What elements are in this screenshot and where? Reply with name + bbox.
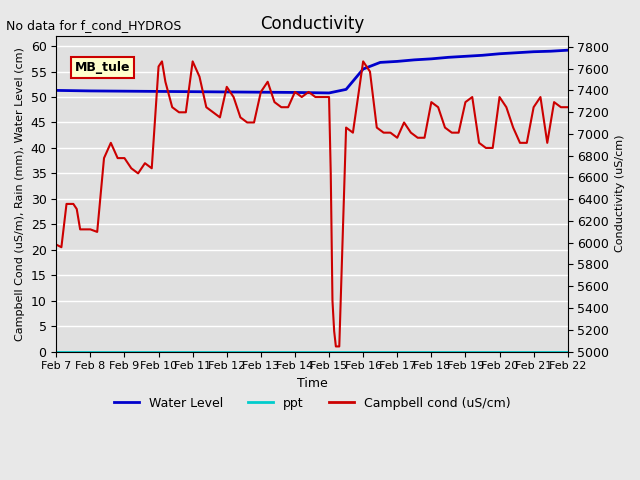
Water Level bbox=[496, 51, 504, 57]
Line: Water Level: Water Level bbox=[56, 50, 568, 93]
Campbell cond (uS/cm) bbox=[468, 94, 476, 100]
Water Level bbox=[461, 53, 469, 59]
Water Level bbox=[308, 90, 316, 96]
Campbell cond (uS/cm) bbox=[189, 59, 196, 64]
Water Level bbox=[564, 48, 572, 53]
Water Level bbox=[376, 60, 384, 65]
Water Level bbox=[223, 89, 230, 95]
Y-axis label: Conductivity (uS/cm): Conductivity (uS/cm) bbox=[615, 135, 625, 252]
Water Level bbox=[120, 88, 128, 94]
Text: MB_tule: MB_tule bbox=[74, 61, 130, 74]
Water Level bbox=[257, 89, 265, 95]
Campbell cond (uS/cm) bbox=[168, 104, 176, 110]
Water Level bbox=[325, 90, 333, 96]
Campbell cond (uS/cm) bbox=[52, 242, 60, 248]
Water Level bbox=[291, 90, 299, 96]
Legend: Water Level, ppt, Campbell cond (uS/cm): Water Level, ppt, Campbell cond (uS/cm) bbox=[109, 392, 515, 415]
Water Level bbox=[342, 86, 350, 92]
Water Level bbox=[428, 56, 435, 62]
Title: Conductivity: Conductivity bbox=[260, 15, 364, 33]
Water Level bbox=[394, 59, 401, 64]
Text: No data for f_cond_HYDROS: No data for f_cond_HYDROS bbox=[6, 19, 182, 32]
Campbell cond (uS/cm) bbox=[196, 74, 204, 80]
Campbell cond (uS/cm) bbox=[158, 59, 166, 64]
Water Level bbox=[410, 57, 418, 63]
Water Level bbox=[189, 89, 196, 95]
Y-axis label: Campbell Cond (uS/m), Rain (mm), Water Level (cm): Campbell Cond (uS/m), Rain (mm), Water L… bbox=[15, 47, 25, 341]
Water Level bbox=[479, 52, 486, 58]
Water Level bbox=[445, 54, 452, 60]
Campbell cond (uS/cm) bbox=[564, 104, 572, 110]
Water Level bbox=[530, 49, 538, 55]
Water Level bbox=[513, 50, 520, 56]
Campbell cond (uS/cm) bbox=[455, 130, 463, 135]
X-axis label: Time: Time bbox=[296, 377, 328, 390]
Water Level bbox=[359, 66, 367, 72]
Campbell cond (uS/cm) bbox=[298, 94, 306, 100]
Campbell cond (uS/cm) bbox=[332, 344, 340, 349]
Water Level bbox=[155, 88, 163, 94]
Water Level bbox=[86, 88, 94, 94]
Water Level bbox=[52, 87, 60, 93]
Line: Campbell cond (uS/cm): Campbell cond (uS/cm) bbox=[56, 61, 568, 347]
Water Level bbox=[547, 48, 554, 54]
